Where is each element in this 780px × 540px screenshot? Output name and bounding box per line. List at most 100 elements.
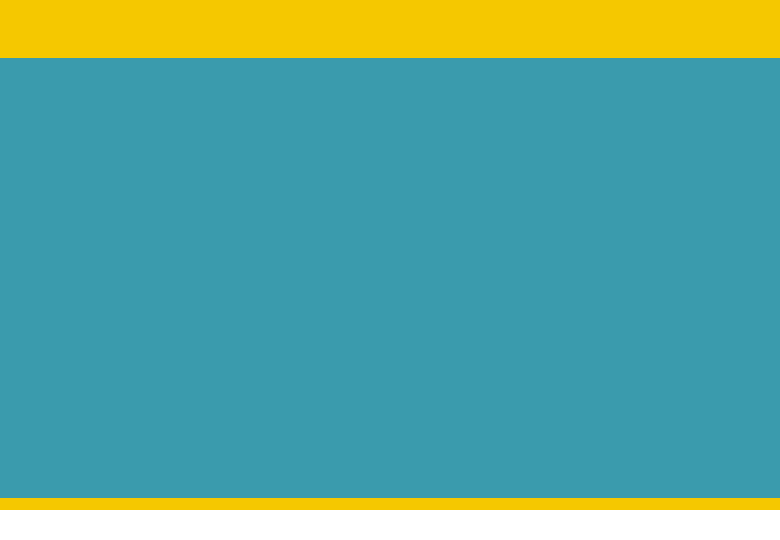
- Text: 5: 5: [604, 389, 608, 398]
- Text: (6.12 sec): (6.12 sec): [201, 359, 261, 369]
- Text: Frame structure used for synchronisation: Frame structure used for synchronisation: [31, 320, 323, 333]
- Polygon shape: [507, 206, 512, 227]
- Polygon shape: [536, 206, 541, 227]
- Polygon shape: [538, 233, 570, 238]
- Text: 0: 0: [433, 160, 438, 170]
- Bar: [525, 412, 547, 425]
- Text: f₂: f₂: [663, 187, 670, 197]
- Text: –: –: [46, 131, 51, 141]
- Polygon shape: [449, 152, 454, 173]
- Polygon shape: [640, 408, 666, 412]
- Text: 1 Downlink Timeslot reserved for signalling: 1 Downlink Timeslot reserved for signall…: [56, 263, 297, 273]
- Polygon shape: [570, 408, 574, 425]
- Text: 0: 0: [511, 414, 516, 423]
- Text: Frequency: Frequency: [685, 178, 695, 228]
- Polygon shape: [509, 206, 541, 211]
- Bar: [422, 157, 449, 173]
- Text: –: –: [46, 341, 51, 351]
- Polygon shape: [640, 383, 644, 400]
- Polygon shape: [625, 206, 657, 211]
- Text: 0: 0: [433, 214, 438, 224]
- Text: 6: 6: [607, 214, 612, 224]
- Text: (3 hr 28 mins): (3 hr 28 mins): [182, 377, 264, 387]
- Text: 4: 4: [549, 160, 554, 170]
- Text: 12: 12: [757, 520, 770, 530]
- Text: f₀: f₀: [663, 241, 670, 251]
- Bar: [451, 184, 478, 200]
- Polygon shape: [618, 383, 644, 387]
- Text: 3: 3: [520, 187, 525, 197]
- Bar: [594, 412, 616, 425]
- Polygon shape: [451, 179, 483, 184]
- Bar: [480, 238, 507, 254]
- Text: 2048 Superframe: 2048 Superframe: [56, 377, 158, 387]
- Text: –: –: [46, 191, 51, 201]
- Polygon shape: [567, 179, 599, 184]
- Text: 8 timeslots: 8 timeslots: [422, 140, 480, 150]
- Bar: [451, 211, 478, 227]
- Text: f₁: f₁: [663, 214, 670, 224]
- Text: 3: 3: [580, 414, 584, 423]
- Polygon shape: [596, 179, 628, 184]
- Polygon shape: [449, 179, 454, 200]
- Polygon shape: [502, 383, 506, 400]
- Polygon shape: [596, 233, 628, 238]
- Text: –: –: [46, 377, 51, 387]
- Bar: [538, 184, 565, 200]
- Text: 1: 1: [462, 214, 467, 224]
- Text: 8 Timeslots per Carrier: 8 Timeslots per Carrier: [56, 245, 183, 255]
- Polygon shape: [565, 206, 570, 227]
- Bar: [596, 157, 623, 173]
- Text: 7: 7: [636, 160, 641, 170]
- Bar: [538, 211, 565, 227]
- Bar: [548, 412, 570, 425]
- Polygon shape: [422, 152, 454, 157]
- Text: Space Division Multiple Access: Space Division Multiple Access: [56, 131, 227, 141]
- Text: 7: 7: [636, 241, 641, 251]
- Bar: [596, 211, 623, 227]
- Text: Logical structure: Logical structure: [31, 224, 150, 237]
- Polygon shape: [639, 408, 643, 425]
- Polygon shape: [422, 233, 454, 238]
- Bar: [625, 184, 652, 200]
- Text: 3: 3: [520, 160, 525, 170]
- Polygon shape: [596, 206, 628, 211]
- Text: 6: 6: [607, 241, 612, 251]
- Polygon shape: [623, 152, 628, 173]
- Bar: [526, 387, 548, 400]
- Text: GSM air interface design: GSM air interface design: [18, 16, 386, 42]
- Polygon shape: [565, 179, 570, 200]
- Text: Downlink: Downlink: [676, 388, 731, 399]
- Bar: [538, 238, 565, 254]
- Polygon shape: [594, 206, 599, 227]
- Text: f₃: f₃: [663, 160, 670, 170]
- Polygon shape: [567, 233, 599, 238]
- Polygon shape: [623, 206, 628, 227]
- Polygon shape: [547, 408, 551, 425]
- Text: Gaussian Minimum Shift Keying (GMSK): Gaussian Minimum Shift Keying (GMSK): [56, 173, 278, 183]
- Polygon shape: [623, 233, 628, 254]
- Text: 2: 2: [491, 241, 496, 251]
- Bar: [509, 184, 536, 200]
- Text: +400 kHz: +400 kHz: [712, 131, 753, 140]
- Polygon shape: [480, 233, 512, 238]
- Polygon shape: [652, 206, 657, 227]
- Polygon shape: [663, 408, 689, 412]
- Polygon shape: [451, 233, 483, 238]
- Polygon shape: [502, 408, 528, 412]
- Text: Delay: Delay: [478, 434, 504, 443]
- Polygon shape: [652, 179, 657, 200]
- Text: 2: 2: [534, 389, 540, 398]
- Bar: [480, 157, 507, 173]
- Polygon shape: [596, 152, 628, 157]
- Text: 0: 0: [488, 389, 494, 398]
- Bar: [509, 157, 536, 173]
- Polygon shape: [526, 383, 552, 387]
- Text: 1: 1: [534, 414, 538, 423]
- Polygon shape: [623, 179, 628, 200]
- Text: 7: 7: [636, 214, 641, 224]
- Text: 5: 5: [578, 160, 583, 170]
- Polygon shape: [507, 152, 512, 173]
- Text: 51-frame: 51-frame: [56, 341, 111, 351]
- Bar: [422, 238, 449, 254]
